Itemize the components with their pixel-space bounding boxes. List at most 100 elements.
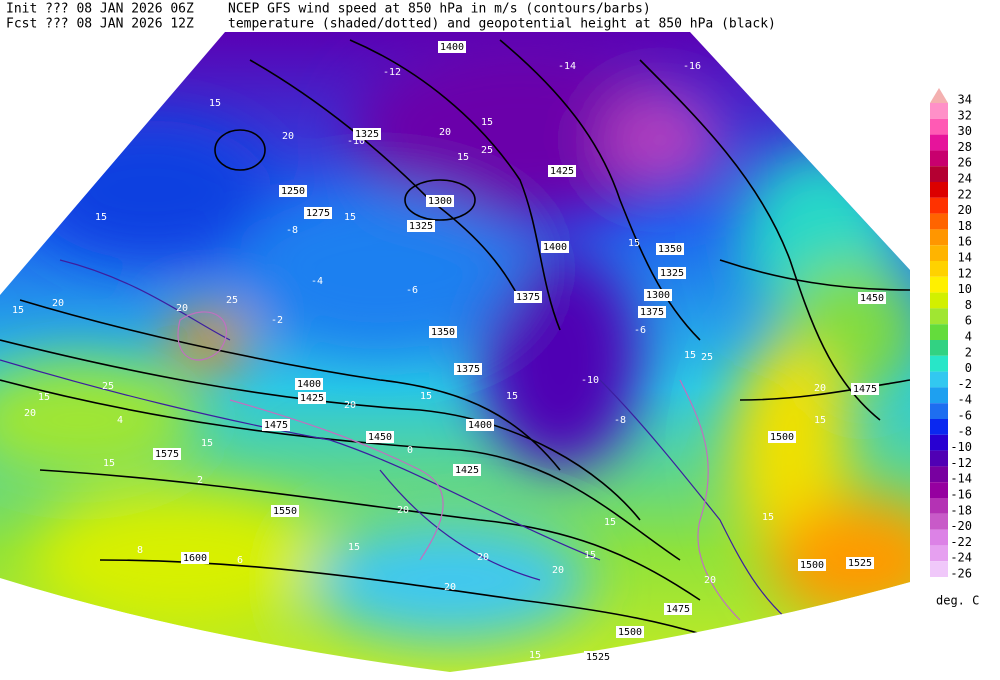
wind-label: 15 (103, 458, 115, 469)
colorbar-label: 10 (958, 282, 972, 296)
colorbar-label: 32 (958, 108, 972, 122)
temperature-label: -6 (406, 285, 418, 296)
colorbar-swatch (930, 213, 948, 230)
colorbar-label: 2 (965, 345, 972, 359)
height-label: 1475 (853, 384, 877, 395)
colorbar-label: 18 (958, 219, 972, 233)
colorbar-swatch (930, 308, 948, 325)
wind-label: 15 (95, 212, 107, 223)
wind-label: 15 (420, 391, 432, 402)
map-field (0, 32, 910, 672)
wind-label: 15 (628, 238, 640, 249)
colorbar-swatch (930, 182, 948, 198)
colorbar-label: 22 (958, 187, 972, 201)
height-label-box (541, 241, 569, 253)
height-label: 1500 (770, 432, 794, 443)
colorbar-unit: deg. C (936, 594, 979, 608)
colorbar-swatch (930, 324, 948, 340)
height-label: 1300 (646, 290, 670, 301)
height-label-box (153, 448, 181, 460)
temperature-label: -8 (286, 225, 298, 236)
height-label-box (768, 431, 796, 443)
wind-label: 20 (282, 131, 294, 142)
wind-label: 15 (506, 391, 518, 402)
colorbar-swatch (930, 561, 948, 577)
wind-label: 20 (439, 127, 451, 138)
temperature-label: 2 (197, 475, 203, 486)
wind-label: 20 (24, 408, 36, 419)
wind-label: 25 (226, 295, 238, 306)
height-label-box (304, 207, 332, 219)
colorbar-swatch (930, 466, 948, 483)
header-fields: temperature (shaded/dotted) and geopoten… (228, 17, 776, 32)
colorbar-label: -16 (950, 488, 972, 502)
colorbar-label: 28 (958, 140, 972, 154)
height-label-box (644, 289, 672, 301)
temperature-label: -12 (383, 67, 401, 78)
colorbar-swatch (930, 482, 948, 498)
wind-label: 25 (681, 640, 693, 651)
height-label: 1375 (456, 364, 480, 375)
colorbar-label: 4 (965, 330, 972, 344)
height-label-box (656, 243, 684, 255)
temperature-label: 8 (137, 545, 143, 556)
colorbar: 3432302826242220181614121086420-2-4-6-8-… (930, 88, 979, 608)
colorbar-swatch (930, 498, 948, 514)
wind-label: 15 (201, 438, 213, 449)
wind-label: 20 (477, 552, 489, 563)
wind-label: 20 (444, 582, 456, 593)
wind-label: 20 (814, 383, 826, 394)
wind-label: 25 (701, 352, 713, 363)
colorbar-label: 6 (965, 314, 972, 328)
wind-label: 15 (584, 550, 596, 561)
temperature-label: 0 (407, 445, 413, 456)
height-label: 1425 (550, 166, 574, 177)
height-label-box (548, 165, 576, 177)
height-label-box (453, 464, 481, 476)
colorbar-swatch (930, 387, 948, 404)
wind-label: 15 (529, 650, 541, 661)
colorbar-label: 14 (958, 251, 972, 265)
height-label-box (664, 603, 692, 615)
height-label-box (262, 419, 290, 431)
height-label: 1325 (409, 221, 433, 232)
wind-contours (0, 259, 801, 631)
colorbar-swatch (930, 513, 948, 530)
height-label-box (584, 651, 612, 663)
colorbar-swatch (930, 340, 948, 356)
colorbar-label: -22 (950, 535, 972, 549)
colorbar-label: -4 (958, 393, 972, 407)
colorbar-swatch (930, 450, 948, 467)
wind-label: 15 (684, 350, 696, 361)
temperature-label: -16 (683, 61, 701, 72)
temperature-label: 4 (117, 415, 123, 426)
header-product: NCEP GFS wind speed at 850 hPa in m/s (c… (228, 2, 651, 17)
height-label: 1300 (428, 196, 452, 207)
wind-label: 20 (176, 303, 188, 314)
height-label-box (438, 41, 466, 53)
colorbar-label: -12 (950, 456, 972, 470)
wind-label: 15 (814, 415, 826, 426)
wind-label: 20 (52, 298, 64, 309)
colorbar-label: -2 (958, 377, 972, 391)
height-label: 1375 (516, 292, 540, 303)
colorbar-label: -14 (950, 472, 972, 486)
height-label-box (271, 505, 299, 517)
temperature-label: -2 (271, 315, 283, 326)
colorbar-label: 30 (958, 124, 972, 138)
colorbar-arrow (930, 88, 948, 103)
height-label: 1350 (431, 327, 455, 338)
height-label-box (466, 419, 494, 431)
colorbar-swatch (930, 166, 948, 182)
temperature-label: -6 (634, 325, 646, 336)
height-label-box (658, 267, 686, 279)
colorbar-label: 0 (965, 361, 972, 375)
temperature-label: -10 (347, 136, 365, 147)
colorbar-swatch (930, 371, 948, 388)
height-label-box (407, 220, 435, 232)
colorbar-swatch (930, 355, 948, 372)
height-label: 1400 (468, 420, 492, 431)
height-label-box (181, 552, 209, 564)
